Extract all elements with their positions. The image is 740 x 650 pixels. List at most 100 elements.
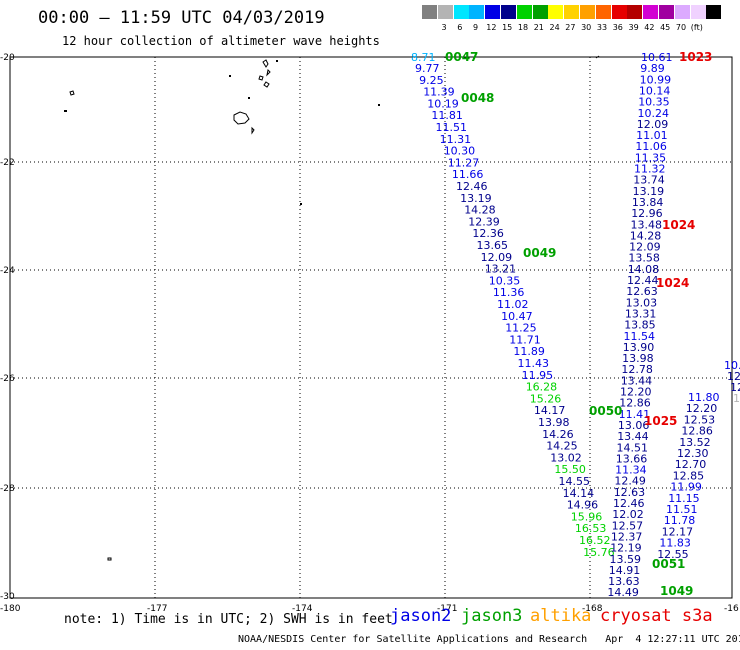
island [266, 68, 271, 77]
swh-value: 12.44 [627, 274, 659, 287]
swh-value: 13.59 [610, 553, 642, 566]
swh-value: 14.51 [617, 441, 649, 454]
swh-value: 12.4 [730, 381, 740, 394]
satellite-legend-item: altika [530, 606, 592, 626]
swh-value: 11.27 [448, 156, 480, 169]
swh-value: 13.44 [621, 374, 653, 387]
swh-value: 9.77 [415, 62, 440, 75]
satellite-legend-item: jason3 [461, 606, 523, 626]
time-marker: 0051 [652, 557, 685, 571]
swh-value: 10.14 [639, 85, 671, 98]
swh-value: 12.96 [631, 207, 663, 220]
map-subtitle: 12 hour collection of altimeter wave hei… [62, 34, 380, 48]
swh-value: 12.30 [677, 447, 709, 460]
island [107, 557, 112, 561]
swh-value: 13.19 [633, 185, 665, 198]
swh-value: 14.91 [609, 564, 641, 577]
lon-tick-label: -180 [0, 604, 21, 614]
swh-value: 12.09 [629, 241, 661, 254]
footer-credit: NOAA/NESDIS Center for Satellite Applica… [238, 634, 740, 645]
scale-swatch [422, 5, 437, 19]
swh-value: 11.39 [423, 86, 455, 99]
scale-swatch [690, 5, 706, 19]
swh-value: 12.57 [612, 519, 644, 532]
swh-value: 11.01 [636, 129, 668, 142]
scale-swatch [611, 5, 627, 19]
island [251, 126, 255, 135]
swh-value: 14.96 [567, 499, 599, 512]
swh-value: 11.78 [664, 514, 696, 527]
scale-label: 36 [612, 23, 623, 32]
swh-value: 14.08 [628, 263, 660, 276]
swh-value: 10.35 [638, 96, 670, 109]
scale-label: 3 [441, 23, 447, 32]
island-outlines [69, 55, 600, 561]
scale-label: 27 [565, 23, 576, 32]
swh-value: 11.54 [624, 330, 656, 343]
swh-value: 11.34 [615, 464, 647, 477]
swh-value: 11.81 [431, 109, 463, 122]
swh-value: 11.83 [659, 537, 691, 550]
islet [248, 97, 250, 99]
swh-value: 10.19 [427, 97, 459, 110]
islet [300, 203, 302, 205]
scale-swatch [437, 5, 453, 19]
scale-swatch [485, 5, 501, 19]
scale-swatch [564, 5, 580, 19]
swh-value: 15.96 [571, 510, 603, 523]
map-title: 00:00 – 11:59 UTC 04/03/2019 [38, 8, 325, 28]
scale-label: 70 [675, 23, 687, 32]
swh-value: 11.06 [635, 140, 667, 153]
time-marker: 0050 [589, 404, 622, 418]
lon-tick-label: -177 [147, 604, 167, 614]
scale-swatch [595, 5, 611, 19]
lat-tick-label: -24 [0, 266, 15, 276]
swh-value: 12.8 [727, 370, 740, 383]
swh-value: 8.71 [411, 51, 436, 64]
swh-value: 12.86 [619, 397, 651, 410]
swh-value: 12.17 [662, 525, 694, 538]
scale-label: 21 [533, 23, 544, 32]
scale-label: 33 [596, 23, 608, 32]
swh-value: 11.80 [688, 391, 720, 404]
time-marker: 0047 [445, 50, 478, 64]
lat-tick-label: -26 [0, 374, 15, 384]
swh-value: 14.55 [559, 475, 591, 488]
swh-value: 11.51 [666, 503, 698, 516]
swh-value: 11.66 [452, 168, 484, 181]
lat-tick-label: -30 [0, 592, 15, 602]
satellite-legend-item: cryosat s3a [600, 606, 713, 626]
scale-label: 45 [660, 23, 671, 32]
swh-value: 13.63 [608, 575, 640, 588]
swh-value: 11.25 [505, 322, 537, 335]
swh-value: 11.35 [635, 151, 667, 164]
island [263, 81, 270, 88]
scale-label: 15 [502, 23, 513, 32]
swh-value: 11.36 [493, 286, 525, 299]
swh-value: 12.63 [626, 285, 658, 298]
swh-value: 14.17 [534, 404, 566, 417]
station-marker: 1024 [656, 276, 689, 290]
swh-value: 13.03 [626, 296, 658, 309]
swh-value: 15.76 [583, 546, 615, 559]
swh-value: 12.20 [686, 402, 718, 415]
swh-value: 15.50 [554, 463, 586, 476]
island [69, 90, 75, 96]
swh-value: 12.02 [612, 508, 644, 521]
swh-value: 11.43 [518, 357, 550, 370]
lon-tick-label: -168 [582, 604, 603, 614]
swh-value: 12.63 [614, 486, 646, 499]
swh-value: 10.99 [640, 73, 672, 86]
scale-label: 24 [549, 23, 560, 32]
station-marker: 1024 [662, 218, 695, 232]
swh-value: 11.32 [634, 163, 666, 176]
scale-label: (ft) [690, 23, 703, 32]
scale-swatch [548, 5, 564, 19]
scale-swatch [674, 5, 690, 19]
scale-label: 12 [486, 23, 497, 32]
swh-value: 11.15 [668, 492, 700, 505]
swh-value: 13.90 [623, 341, 655, 354]
swh-value: 13.98 [622, 352, 654, 365]
island [233, 111, 250, 125]
swh-value: 11.31 [440, 133, 472, 146]
